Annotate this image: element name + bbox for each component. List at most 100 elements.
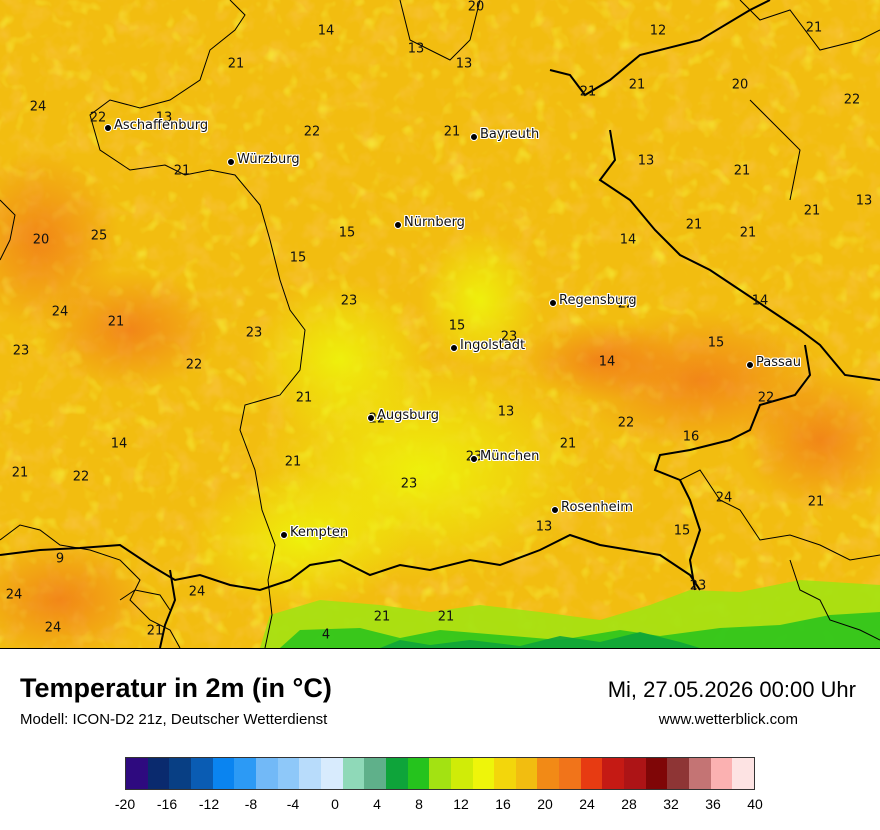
legend-tick-label: 32 <box>663 796 679 812</box>
temperature-map: 20 14 13 13 12 21 21 22 24 22 13 22 21 21 20 21 21 21 13 21… <box>0 0 880 649</box>
city-dot-icon <box>551 506 559 514</box>
legend-tick-label: 20 <box>537 796 553 812</box>
temperature-label: 21 <box>559 436 577 452</box>
temperature-label: 21 <box>443 124 461 140</box>
temperature-label: 21 <box>284 454 302 470</box>
temperature-label: 23 <box>400 476 418 492</box>
temperature-label: 21 <box>227 56 245 72</box>
temperature-label: 21 <box>579 84 597 100</box>
city-dot-icon <box>227 158 235 166</box>
legend-color-swatch <box>255 758 278 789</box>
temperature-label: 21 <box>733 163 751 179</box>
temperature-label: 13 <box>637 153 655 169</box>
temperature-label: 21 <box>437 609 455 625</box>
temperature-label: 22 <box>303 124 321 140</box>
legend-color-swatch <box>537 758 560 789</box>
temperature-label: 24 <box>44 620 62 636</box>
city-label: Nürnberg <box>404 215 465 230</box>
temperature-label: 21 <box>107 314 125 330</box>
city-label: München <box>480 449 540 464</box>
temperature-label: 13 <box>155 110 173 126</box>
temperature-label: 21 <box>173 163 191 179</box>
model-subtitle: Modell: ICON-D2 21z, Deutscher Wetterdie… <box>20 711 328 728</box>
city-label: Würzburg <box>237 152 300 167</box>
city-label: Passau <box>756 355 801 370</box>
legend-color-swatch <box>580 758 603 789</box>
legend-color-swatch <box>645 758 668 789</box>
legend-color-swatch <box>320 758 343 789</box>
city-label: Aschaffenburg <box>114 118 209 133</box>
temperature-label: 22 <box>89 110 107 126</box>
legend-tick-label: -20 <box>114 796 136 812</box>
legend-color-swatch <box>429 758 451 789</box>
temperature-label: 21 <box>739 225 757 241</box>
temperature-field <box>0 0 880 648</box>
city-label: Kempten <box>290 525 349 540</box>
legend-color-swatch <box>342 758 365 789</box>
temperature-label: 14 <box>598 354 616 370</box>
temperature-label: 13 <box>535 519 553 535</box>
city-dot-icon <box>746 361 754 369</box>
temperature-label: 13 <box>855 193 873 209</box>
temperature-label: 21 <box>807 494 825 510</box>
temperature-label: 22 <box>329 526 347 542</box>
legend-color-swatch <box>689 758 711 789</box>
legend-color-swatch <box>364 758 386 789</box>
forecast-datetime: Mi, 27.05.2026 00:00 Uhr <box>607 677 856 702</box>
legend-color-swatch <box>299 758 321 789</box>
temperature-label: 22 <box>72 469 90 485</box>
legend-tick-label: 28 <box>621 796 637 812</box>
temperature-label: 21 <box>373 609 391 625</box>
legend-color-swatch <box>472 758 495 789</box>
legend-color-swatch <box>602 758 625 789</box>
temperature-label: 15 <box>448 318 466 334</box>
temperature-label: 15 <box>707 335 725 351</box>
temperature-label: 12 <box>649 23 667 39</box>
legend-color-swatch <box>667 758 690 789</box>
temperature-label: 22 <box>757 390 775 406</box>
legend-tick-label: 8 <box>415 796 423 812</box>
temperature-label: 21 <box>295 390 313 406</box>
legend-tick-label: 36 <box>705 796 721 812</box>
temperature-label: 15 <box>289 250 307 266</box>
legend-tick-label: -4 <box>286 796 300 812</box>
temperature-label: 24 <box>188 584 206 600</box>
temperature-label: 13 <box>455 56 473 72</box>
legend-color-swatch <box>407 758 430 789</box>
temperature-label: 24 <box>29 99 47 115</box>
temperature-label: 21 <box>685 217 703 233</box>
city-dot-icon <box>470 133 478 141</box>
website-credit: www.wetterblick.com <box>658 711 798 728</box>
city-dot-icon <box>394 221 402 229</box>
legend-colorbar <box>125 757 755 790</box>
legend-color-swatch <box>126 758 148 789</box>
city-dot-icon <box>104 124 112 132</box>
legend-color-swatch <box>190 758 213 789</box>
temperature-label: 23 <box>12 343 30 359</box>
temperature-label: 22 <box>617 415 635 431</box>
city-dot-icon <box>549 299 557 307</box>
city-label: Augsburg <box>377 408 440 423</box>
temperature-label: 23 <box>500 329 518 345</box>
temperature-label: 24 <box>51 304 69 320</box>
temperature-label: 9 <box>55 551 65 567</box>
legend-color-swatch <box>234 758 256 789</box>
city-dot-icon <box>450 344 458 352</box>
legend-tick-label: 0 <box>331 796 339 812</box>
legend-color-swatch <box>147 758 170 789</box>
city-label: Bayreuth <box>480 127 540 142</box>
legend-tick-label: -16 <box>156 796 178 812</box>
temperature-label: 22 <box>617 296 635 312</box>
temperature-label: 20 <box>467 0 485 15</box>
temperature-label: 23 <box>340 293 358 309</box>
temperature-label: 23 <box>245 325 263 341</box>
legend-tick-label: -8 <box>244 796 258 812</box>
temperature-label: 21 <box>146 623 164 639</box>
legend-color-swatch <box>515 758 538 789</box>
temperature-label: 21 <box>805 20 823 36</box>
temperature-label: 21 <box>11 465 29 481</box>
legend-color-swatch <box>710 758 733 789</box>
legend-color-swatch <box>169 758 191 789</box>
legend-tick-label: 4 <box>373 796 381 812</box>
temperature-label: 14 <box>317 23 335 39</box>
